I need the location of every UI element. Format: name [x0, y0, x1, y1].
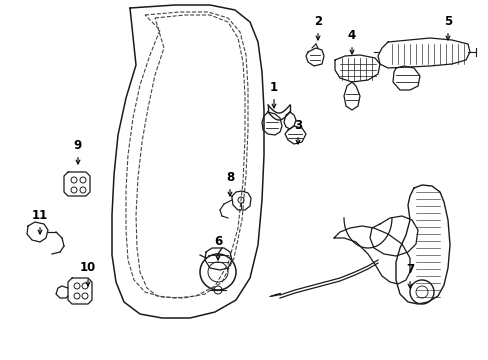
Text: 3: 3: [293, 119, 302, 144]
Text: 2: 2: [313, 15, 322, 40]
Text: 4: 4: [347, 29, 355, 54]
Text: 5: 5: [443, 15, 451, 40]
Text: 6: 6: [213, 235, 222, 260]
Text: 7: 7: [405, 263, 413, 288]
Text: 8: 8: [225, 171, 234, 196]
Text: 9: 9: [74, 139, 82, 164]
Text: 1: 1: [269, 81, 278, 108]
Text: 10: 10: [80, 261, 96, 286]
Text: 11: 11: [32, 209, 48, 234]
